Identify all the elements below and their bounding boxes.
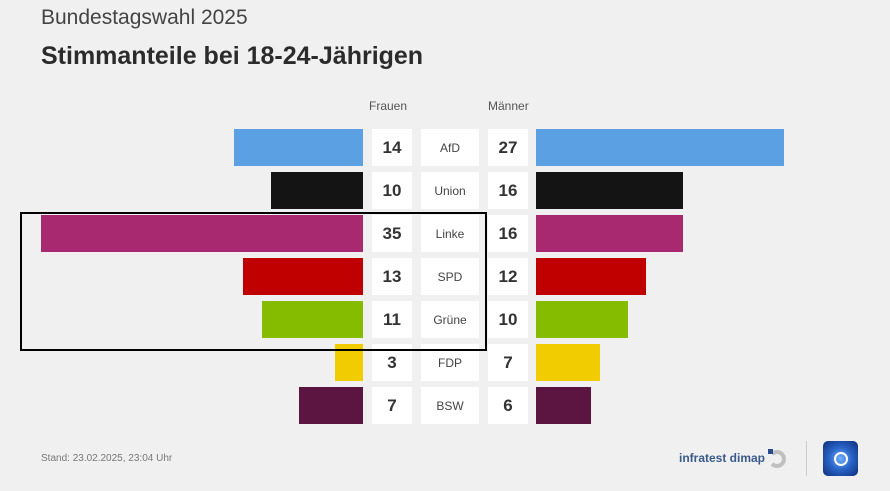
bar-maenner (536, 387, 592, 424)
value-box-maenner: 10 (488, 301, 528, 338)
bar-maenner (536, 301, 628, 338)
value-box-frauen: 13 (372, 258, 412, 295)
value-label-frauen: 3 (387, 352, 397, 372)
value-label-frauen: 35 (382, 223, 402, 243)
column-header-frauen: Frauen (369, 99, 408, 113)
category-label: BSW (436, 398, 464, 413)
category-box: AfD (421, 129, 479, 166)
value-box-maenner: 7 (488, 344, 528, 381)
bar-frauen (298, 387, 363, 424)
category-box: BSW (421, 387, 479, 424)
value-box-frauen: 10 (372, 172, 412, 209)
value-label-maenner: 10 (498, 309, 518, 329)
column-header-maenner: Männer (488, 99, 529, 113)
bar-maenner (536, 344, 601, 381)
stand-timestamp: Stand: 23.02.2025, 23:04 Uhr (41, 453, 173, 464)
chart-suptitle: Bundestagswahl 2025 (41, 6, 248, 29)
value-label-maenner: 7 (503, 352, 513, 372)
value-box-maenner: 27 (488, 129, 528, 166)
bar-frauen (271, 172, 363, 209)
value-box-frauen: 14 (372, 129, 412, 166)
value-box-maenner: 16 (488, 215, 528, 252)
infratest-logo-dot (768, 449, 773, 454)
value-box-frauen: 11 (372, 301, 412, 338)
bar-maenner (536, 215, 684, 252)
value-box-frauen: 35 (372, 215, 412, 252)
value-label-maenner: 12 (498, 266, 518, 286)
value-label-frauen: 7 (387, 395, 397, 415)
bar-frauen (243, 258, 363, 295)
value-label-maenner: 16 (498, 223, 518, 243)
category-label: Union (434, 183, 466, 198)
category-label: SPD (437, 269, 463, 284)
value-label-frauen: 11 (383, 309, 401, 329)
value-label-frauen: 13 (382, 266, 402, 286)
category-box: Grüne (421, 301, 479, 338)
value-box-maenner: 6 (488, 387, 528, 424)
bar-frauen (234, 129, 363, 166)
value-label-frauen: 14 (382, 137, 402, 157)
footer-divider (806, 441, 807, 476)
value-box-frauen: 7 (372, 387, 412, 424)
category-label: AfD (439, 140, 460, 155)
category-label: FDP (438, 355, 462, 370)
value-label-maenner: 16 (498, 180, 518, 200)
value-label-maenner: 27 (498, 137, 518, 157)
category-box: Union (421, 172, 479, 209)
highlight-box (20, 212, 487, 351)
value-box-maenner: 12 (488, 258, 528, 295)
bar-frauen (41, 215, 363, 252)
bar-maenner (536, 258, 647, 295)
category-label: Linke (435, 226, 465, 241)
category-box: SPD (421, 258, 479, 295)
tagesschau-logo-icon (823, 441, 858, 476)
infratest-logo-icon (768, 450, 786, 468)
bar-maenner (536, 129, 785, 166)
bar-frauen (261, 301, 363, 338)
category-box: Linke (421, 215, 479, 252)
value-label-maenner: 6 (503, 395, 513, 415)
value-label-frauen: 10 (382, 180, 402, 200)
category-label: Grüne (433, 312, 467, 327)
chart-title: Stimmanteile bei 18-24-Jährigen (41, 42, 424, 70)
bar-maenner (536, 172, 684, 209)
value-box-maenner: 16 (488, 172, 528, 209)
source-label: infratest dimap (679, 451, 766, 465)
